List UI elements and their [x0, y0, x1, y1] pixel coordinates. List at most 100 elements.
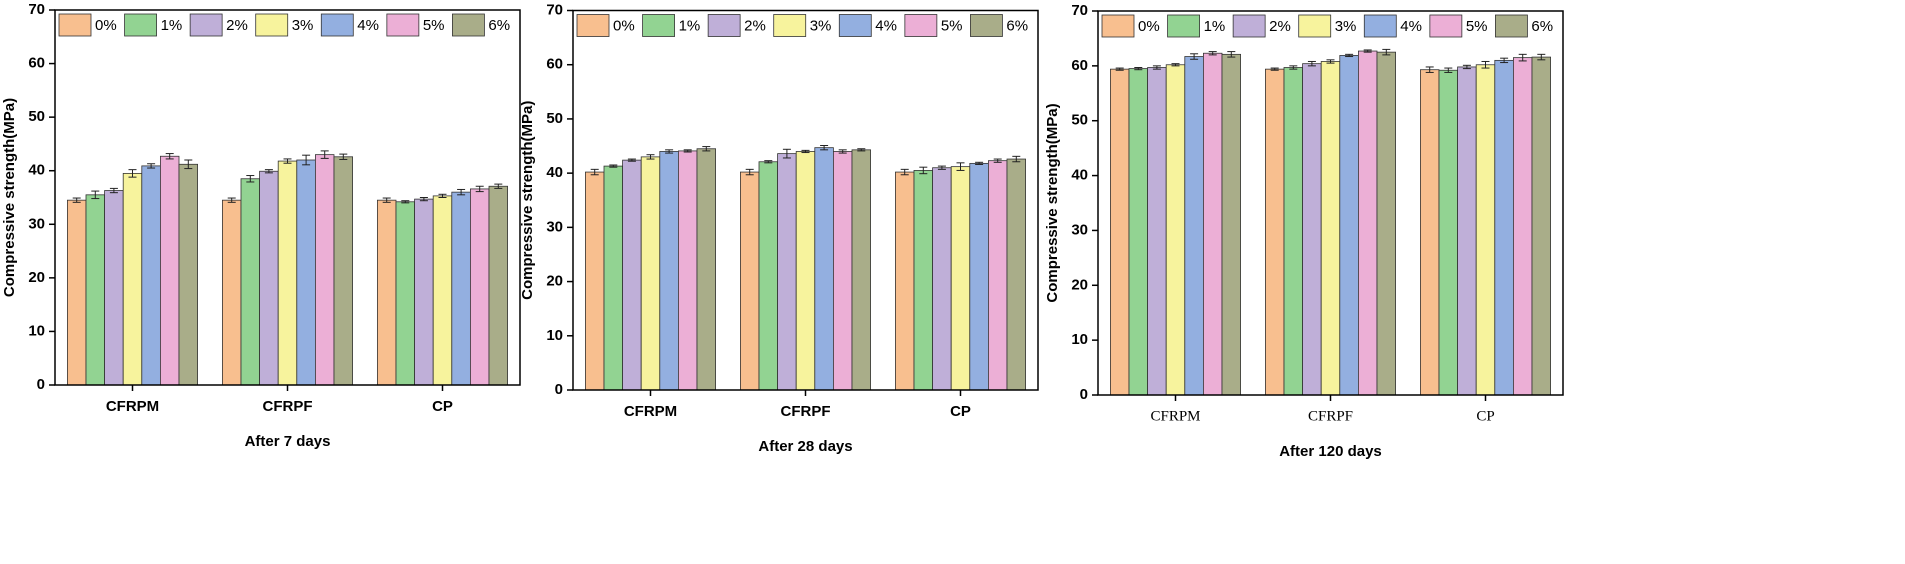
error-bar — [1382, 48, 1391, 56]
x-tick-label: CFRPF — [1308, 408, 1353, 424]
bar — [1531, 56, 1552, 396]
legend-swatch — [970, 14, 1003, 37]
error-bar — [937, 165, 946, 170]
bar — [1221, 53, 1242, 396]
error-bar — [1537, 53, 1546, 61]
bar — [122, 172, 143, 386]
bar — [85, 194, 106, 386]
error-bar — [590, 168, 599, 176]
bar — [259, 170, 279, 386]
bar — [913, 170, 934, 391]
legend-swatch — [320, 13, 354, 37]
bar — [178, 163, 199, 386]
legend-label: 6% — [488, 17, 510, 34]
legend-swatch — [58, 13, 92, 37]
y-axis-title: Compressive strength(MPa) — [1044, 103, 1061, 302]
y-tick-label: 60 — [546, 56, 563, 73]
bar — [1283, 67, 1304, 396]
legend-swatch — [773, 14, 807, 37]
y-axis-title: Compressive strength(MPa) — [1, 98, 18, 297]
legend-label: 2% — [226, 17, 248, 34]
chart-panel: 0 10 20 30 40 50 60 70 CFRPM CFRPF CP 0% 1% 2% 3% 4% 5% 6… — [1044, 2, 1564, 460]
legend-label: 2% — [744, 17, 766, 34]
error-bar — [993, 158, 1002, 163]
legend-swatch — [642, 14, 675, 37]
error-bar — [1289, 65, 1298, 70]
bar — [1320, 61, 1341, 396]
legend-label: 0% — [95, 17, 117, 34]
bar — [240, 178, 261, 386]
error-bar — [1012, 155, 1021, 163]
bar — [622, 159, 642, 391]
error-bar — [956, 162, 965, 171]
legend-swatch — [707, 14, 741, 37]
bar — [277, 160, 298, 386]
y-tick-label: 40 — [28, 162, 45, 179]
error-bar — [91, 190, 100, 200]
legend-label: 4% — [1400, 18, 1422, 35]
legend-swatch — [1363, 14, 1397, 38]
legend-label: 0% — [1138, 18, 1160, 35]
error-bar — [382, 197, 391, 203]
plot-frame — [572, 9, 1039, 391]
legend-swatch — [1232, 14, 1266, 38]
y-tick-label: 60 — [1071, 57, 1088, 74]
y-tick-label: 50 — [28, 108, 45, 125]
bar — [333, 156, 354, 386]
error-bar — [1518, 53, 1527, 62]
error-bar — [900, 168, 909, 176]
legend-swatch — [255, 13, 289, 37]
legend-label: 2% — [1269, 18, 1291, 35]
legend-swatch — [1298, 14, 1332, 38]
bar — [469, 188, 490, 386]
error-bar — [857, 148, 866, 152]
y-tick-label: 30 — [546, 218, 563, 235]
bar — [1438, 69, 1459, 396]
y-tick-label: 0 — [1080, 386, 1088, 403]
bar — [1265, 68, 1285, 396]
bar — [1358, 50, 1378, 396]
error-bar — [1462, 64, 1471, 70]
legend-label: 1% — [161, 17, 183, 34]
legend-label: 0% — [613, 17, 635, 34]
error-bar — [745, 168, 754, 176]
bar — [159, 155, 180, 386]
y-tick-label: 10 — [546, 327, 563, 344]
legend-label: 3% — [810, 17, 832, 34]
bar — [432, 195, 453, 386]
error-bar — [438, 193, 447, 198]
error-bar — [1326, 59, 1335, 64]
bar — [988, 160, 1008, 391]
bar — [67, 199, 87, 386]
error-bar — [627, 158, 636, 162]
error-bar — [609, 164, 618, 168]
bar — [814, 147, 834, 391]
y-tick-label: 20 — [1071, 276, 1088, 293]
y-tick-label: 50 — [546, 110, 563, 127]
error-bar — [302, 154, 311, 166]
error-bar — [1307, 60, 1316, 67]
bar — [1339, 55, 1359, 396]
error-bar — [801, 149, 810, 154]
bar — [758, 161, 779, 391]
bar — [451, 191, 471, 386]
bar — [851, 149, 872, 391]
error-bar — [72, 197, 81, 203]
bar — [141, 165, 161, 386]
error-bar — [1425, 66, 1434, 73]
y-tick-label: 30 — [1071, 221, 1088, 238]
error-bar — [1115, 67, 1124, 71]
y-tick-label: 70 — [1071, 2, 1088, 19]
y-tick-label: 0 — [37, 376, 45, 393]
error-bar — [184, 159, 193, 170]
error-bar — [702, 146, 711, 152]
y-tick-label: 10 — [1071, 331, 1088, 348]
x-axis-title: After 7 days — [245, 433, 331, 450]
legend-swatch — [576, 14, 610, 37]
bar — [1147, 67, 1167, 396]
y-tick-label: 0 — [555, 381, 563, 398]
legend-label: 4% — [875, 17, 897, 34]
x-tick-label: CFRPF — [263, 398, 313, 415]
bar — [1165, 64, 1186, 396]
